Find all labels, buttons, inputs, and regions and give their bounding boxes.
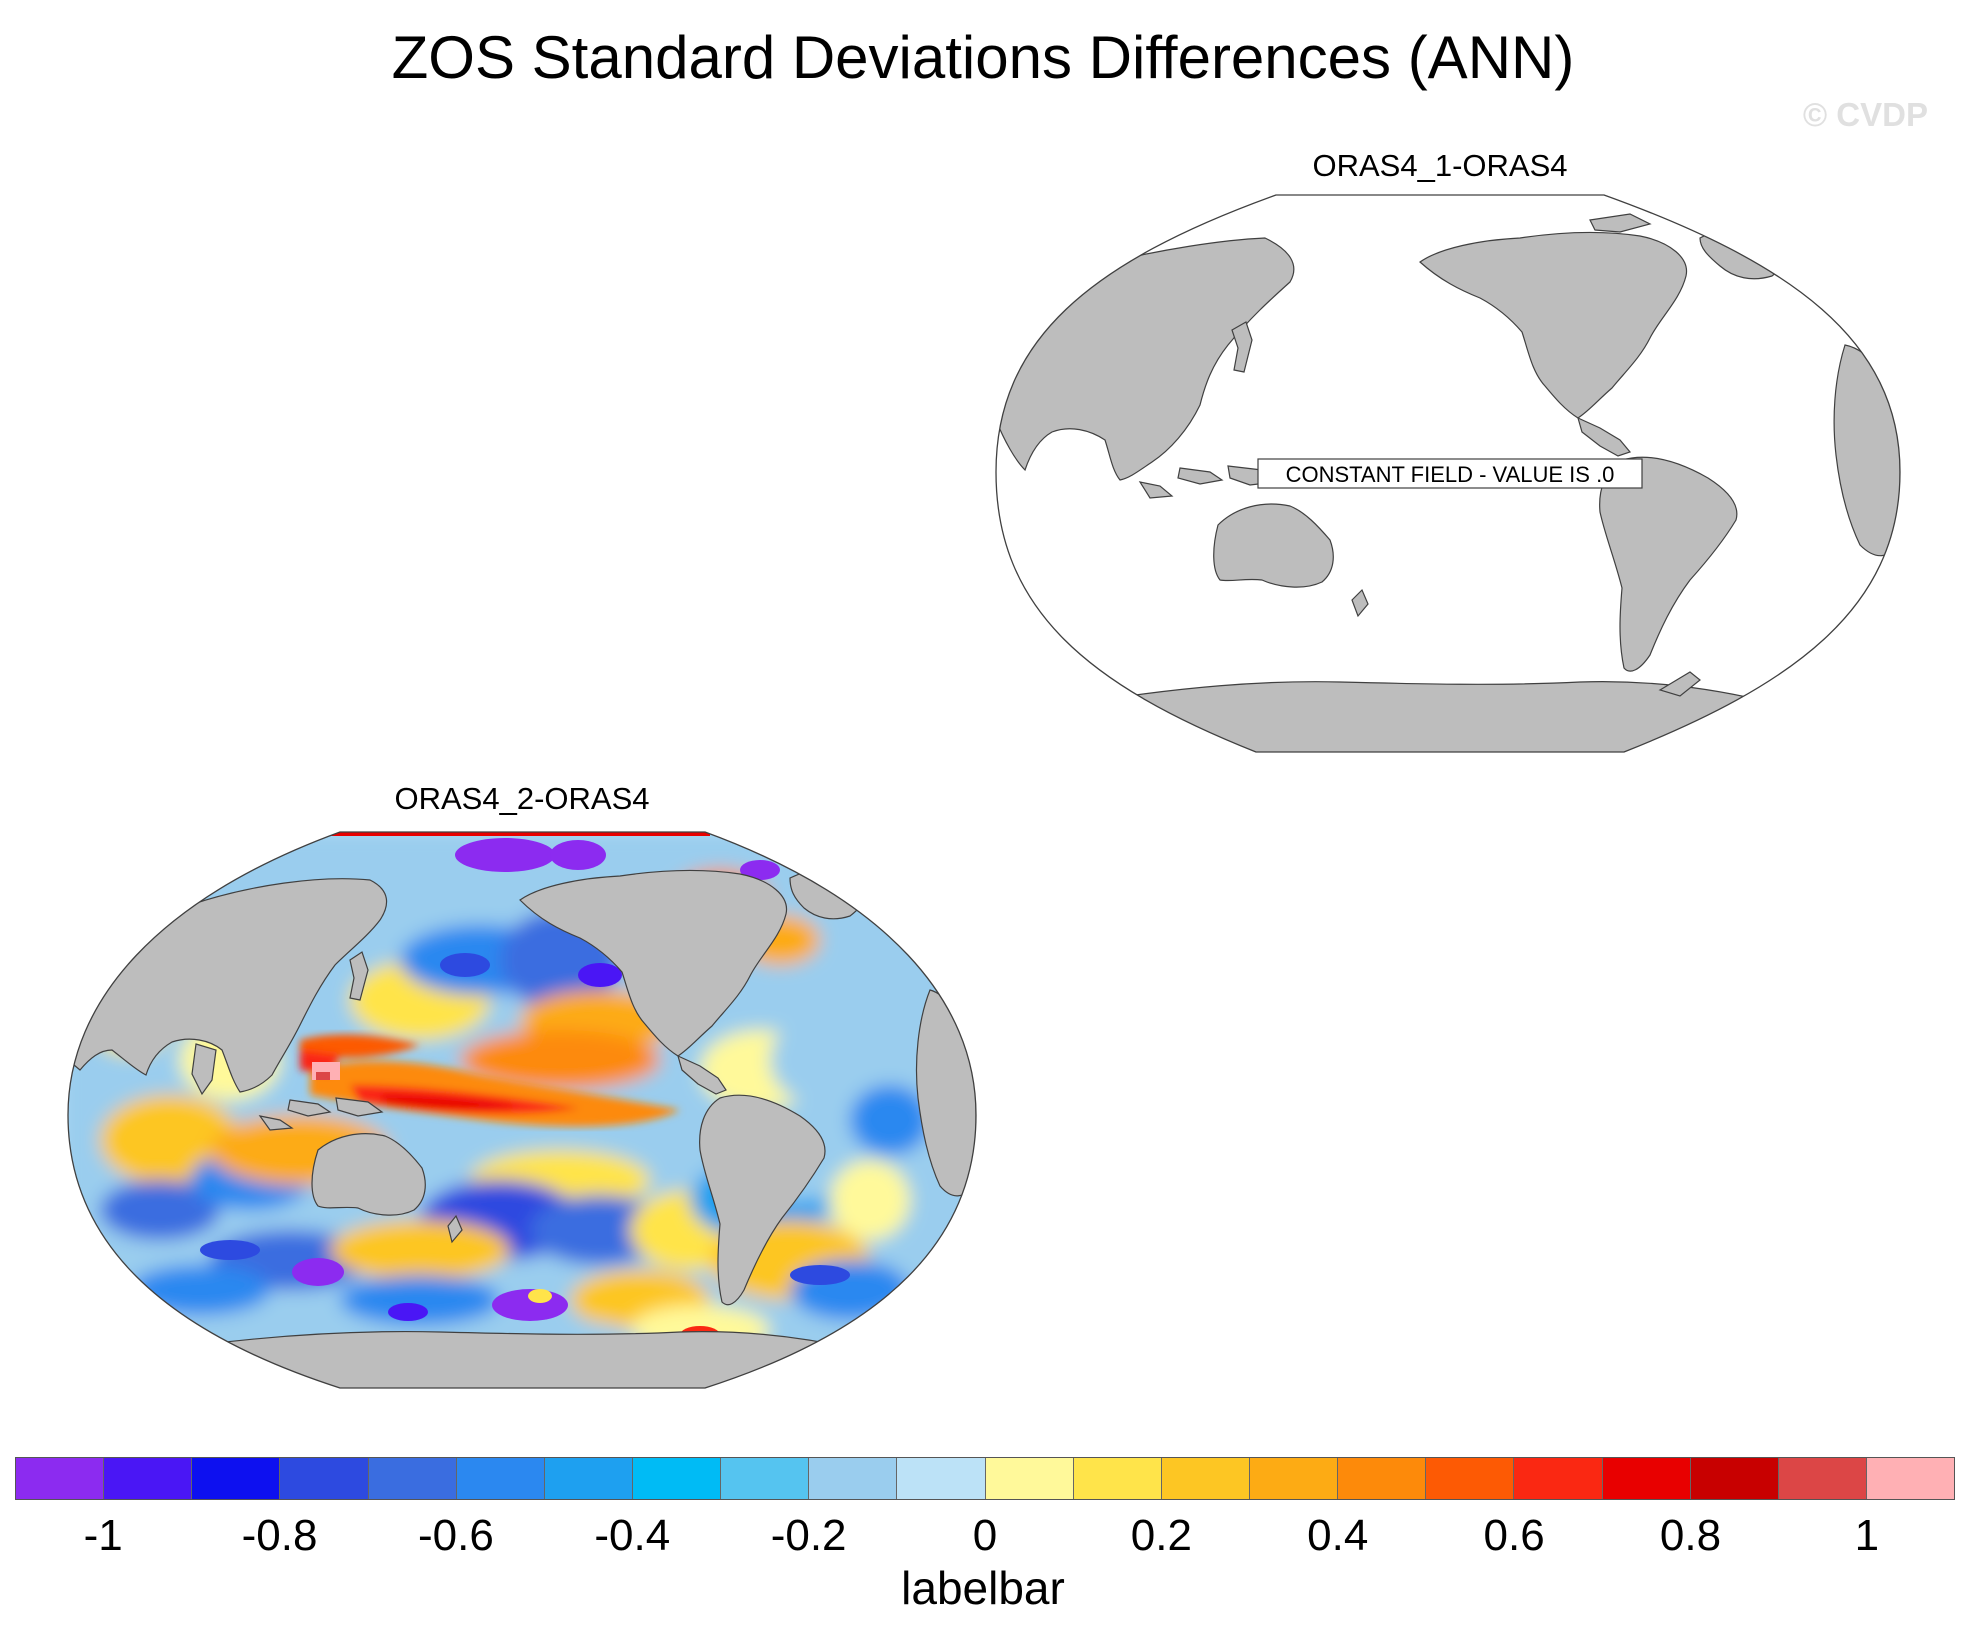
labelbar-swatch <box>1426 1458 1515 1499</box>
figure-title: ZOS Standard Deviations Differences (ANN… <box>391 24 1575 91</box>
panel-1-title: ORAS4_1-ORAS4 <box>1312 148 1568 183</box>
labelbar-tick-label: -0.2 <box>770 1511 847 1560</box>
labelbar-swatch <box>1073 1458 1162 1499</box>
labelbar-swatch <box>368 1458 457 1499</box>
labelbar-swatch <box>1690 1458 1779 1499</box>
map-panel-1: CONSTANT FIELD - VALUE IS .0 <box>995 194 1901 753</box>
labelbar-tick-label: -0.4 <box>594 1511 671 1560</box>
constant-field-note-box: CONSTANT FIELD - VALUE IS .0 <box>1257 458 1643 489</box>
labelbar-tick-label: 0.8 <box>1659 1511 1722 1560</box>
labelbar-swatch <box>1778 1458 1867 1499</box>
constant-field-note: CONSTANT FIELD - VALUE IS .0 <box>1286 462 1615 487</box>
cvdp-watermark: © CVDP <box>1802 96 1928 133</box>
labelbar-swatch <box>456 1458 545 1499</box>
labelbar-swatch <box>1602 1458 1691 1499</box>
labelbar-tick-label: -1 <box>83 1511 123 1560</box>
panel-2-field <box>68 832 976 1388</box>
labelbar-swatch <box>544 1458 633 1499</box>
labelbar-swatch <box>16 1458 105 1499</box>
panel-2-title: ORAS4_2-ORAS4 <box>394 781 650 816</box>
labelbar-title: labelbar <box>901 1562 1065 1614</box>
labelbar-tick-label: -0.6 <box>417 1511 494 1560</box>
labelbar-swatch <box>1249 1458 1339 1499</box>
labelbar-swatch <box>721 1458 810 1499</box>
labelbar-swatch <box>632 1458 722 1499</box>
labelbar-tick-label: 0 <box>972 1511 998 1560</box>
labelbar-swatch <box>104 1458 193 1499</box>
labelbar-swatch <box>1514 1458 1603 1499</box>
labelbar-colors <box>15 1457 1955 1500</box>
labelbar-swatch <box>897 1458 986 1499</box>
labelbar-swatch <box>809 1458 898 1499</box>
labelbar-tick-label: -0.8 <box>241 1511 318 1560</box>
labelbar-swatch <box>1161 1458 1250 1499</box>
labelbar-swatch <box>192 1458 281 1499</box>
labelbar-swatch <box>1338 1458 1427 1499</box>
labelbar-tick-label: 0.4 <box>1307 1511 1369 1560</box>
labelbar-tick-label: 0.2 <box>1130 1511 1192 1560</box>
map-panel-2 <box>67 831 977 1389</box>
labelbar-tick-label: 0.6 <box>1483 1511 1545 1560</box>
labelbar-tick-label: 1 <box>1854 1511 1880 1560</box>
labelbar-swatch <box>985 1458 1074 1499</box>
labelbar-swatch <box>1866 1458 1955 1499</box>
labelbar-swatch <box>280 1458 369 1499</box>
panel-2-land <box>68 867 976 1388</box>
